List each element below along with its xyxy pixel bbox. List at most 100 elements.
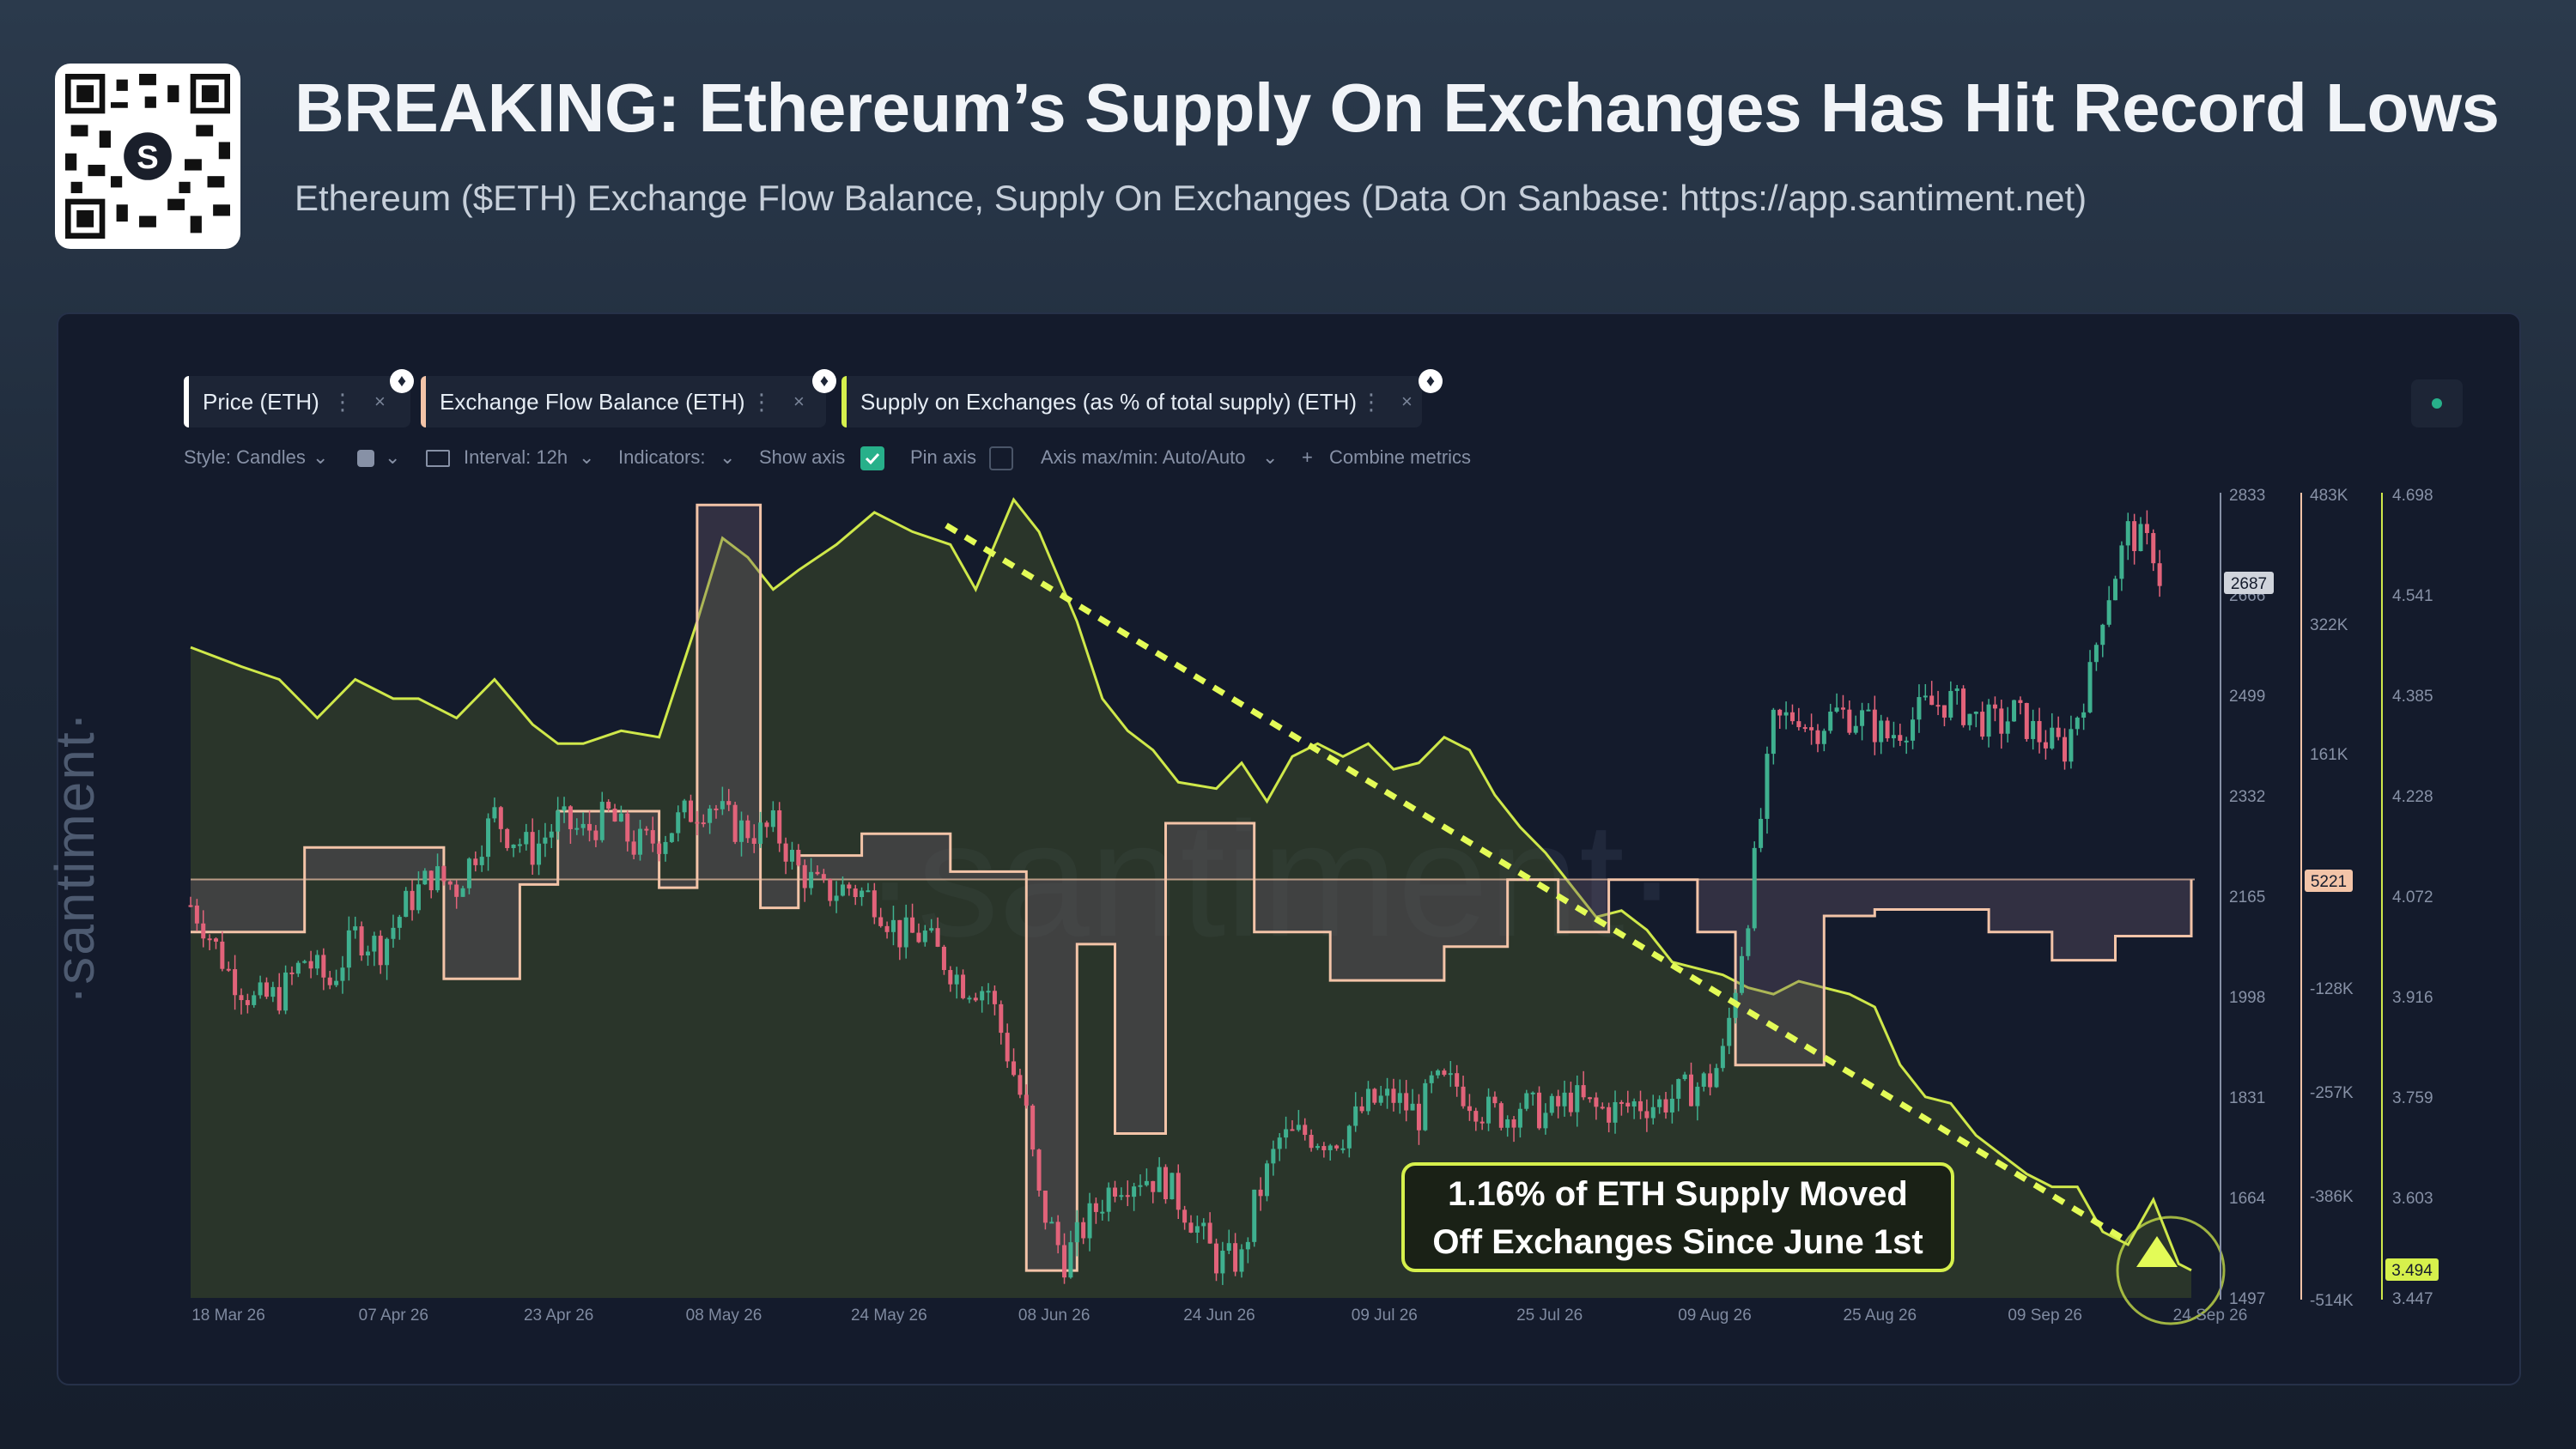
candle-body xyxy=(770,810,775,828)
candle-body xyxy=(2075,718,2080,730)
flow-tick-label: -514K xyxy=(2310,1292,2354,1310)
more-icon[interactable]: ⋮ xyxy=(1360,389,1382,415)
candle-body xyxy=(568,806,573,829)
candle-body xyxy=(1207,1222,1212,1244)
supply-tick-label: 4.072 xyxy=(2392,888,2433,906)
candle-body xyxy=(1669,1098,1674,1113)
candle-body xyxy=(986,991,991,993)
status-dot-icon xyxy=(2432,398,2442,409)
candle-body xyxy=(834,895,839,901)
supply-tick-label: 3.916 xyxy=(2392,989,2433,1007)
status-button[interactable] xyxy=(2411,379,2463,427)
flow-area xyxy=(191,505,2191,1271)
x-tick-label: 09 Jul 26 xyxy=(1352,1307,1418,1325)
candle-body xyxy=(473,858,478,865)
interval-select[interactable]: Interval: 12h xyxy=(464,446,568,468)
tab-label: Exchange Flow Balance (ETH) xyxy=(440,389,745,415)
candle-body xyxy=(587,823,592,831)
close-icon[interactable]: × xyxy=(374,391,386,412)
chevron-down-icon[interactable]: ⌄ xyxy=(579,446,595,468)
more-icon[interactable]: ⋮ xyxy=(750,389,773,415)
combine-metrics-button[interactable]: Combine metrics xyxy=(1329,446,1472,468)
tab-flow-color xyxy=(421,376,426,427)
candle-body xyxy=(1802,727,1807,730)
candle-body xyxy=(1885,720,1890,739)
candle-body xyxy=(1429,1075,1434,1083)
candle-body xyxy=(720,801,725,809)
candle-body xyxy=(1607,1106,1612,1123)
supply-line xyxy=(190,497,2192,1272)
candle-body xyxy=(1657,1099,1662,1107)
candle-body xyxy=(1012,1061,1017,1076)
candle-body xyxy=(1093,1203,1098,1212)
candle-body xyxy=(1954,688,1959,691)
annotation-line2: Off Exchanges Since June 1st xyxy=(1432,1223,1923,1261)
pin-axis-checkbox[interactable] xyxy=(989,446,1013,470)
supply-tick-label: 3.603 xyxy=(2392,1190,2433,1208)
candle-body xyxy=(1695,1086,1700,1106)
candle-body xyxy=(1455,1073,1460,1087)
candle-body xyxy=(397,917,402,928)
candle-body xyxy=(954,974,959,985)
candle-body xyxy=(745,820,750,839)
chevron-down-icon[interactable]: ⌄ xyxy=(1262,446,1279,468)
candle-body xyxy=(644,828,649,831)
candle-body xyxy=(815,871,820,875)
tab-price[interactable]: Price (ETH) ⋮ × xyxy=(184,376,410,427)
qr-code-icon: S xyxy=(65,74,230,239)
style-select[interactable]: Style: Candles xyxy=(184,446,306,468)
axis-maxmin-select[interactable]: Axis max/min: Auto/Auto xyxy=(1041,446,1246,468)
candle-body xyxy=(2037,720,2042,743)
close-icon[interactable]: × xyxy=(1401,391,1413,412)
price-tick-label: 1664 xyxy=(2229,1190,2266,1208)
eth-icon: ♦ xyxy=(390,369,414,393)
candle-body xyxy=(2056,727,2061,737)
close-icon[interactable]: × xyxy=(793,391,805,412)
supply-tick-label: 4.228 xyxy=(2392,788,2433,806)
color-swatch[interactable] xyxy=(357,450,374,467)
chevron-down-icon[interactable]: ⌄ xyxy=(385,446,401,468)
candle-body xyxy=(657,843,662,854)
candle-body xyxy=(1739,955,1744,993)
candle-body xyxy=(1594,1097,1599,1107)
chevron-down-icon[interactable]: ⌄ xyxy=(313,446,329,468)
candle-body xyxy=(486,818,491,858)
tab-supply-on-exchanges[interactable]: Supply on Exchanges (as % of total suppl… xyxy=(841,376,1422,427)
show-axis-checkbox[interactable] xyxy=(860,446,884,470)
candle-body xyxy=(1537,1092,1542,1129)
candle-body xyxy=(1549,1095,1554,1113)
candle-body xyxy=(252,995,257,1005)
price-tick-label: 1831 xyxy=(2229,1089,2265,1107)
candle-body xyxy=(1138,1185,1143,1187)
plus-icon[interactable]: + xyxy=(1302,446,1313,468)
supply-tick-label: 4.541 xyxy=(2392,587,2433,605)
flow-tick-label: -257K xyxy=(2310,1084,2354,1102)
candle-body xyxy=(789,849,794,862)
candle-body xyxy=(1650,1106,1656,1119)
indicators-select[interactable]: Indicators: xyxy=(618,446,706,468)
candle-body xyxy=(1284,1129,1289,1138)
candle-body xyxy=(1182,1210,1188,1223)
candle-body xyxy=(1062,1245,1067,1278)
candle-body xyxy=(1372,1088,1377,1103)
candle-body xyxy=(593,830,598,840)
candle-body xyxy=(1789,712,1795,722)
more-icon[interactable]: ⋮ xyxy=(331,389,354,415)
candle-body xyxy=(1517,1108,1522,1128)
candle-body xyxy=(2012,700,2017,722)
candle-body xyxy=(1334,1145,1340,1149)
trend-line xyxy=(945,523,2129,1244)
candle-body xyxy=(1442,1070,1447,1076)
x-tick-label: 24 Sep 26 xyxy=(2173,1307,2248,1325)
candle-body xyxy=(2050,727,2055,749)
candle-body xyxy=(1809,727,1814,731)
flow-last-value: 5221 xyxy=(2311,873,2347,891)
candle-body xyxy=(910,917,915,933)
tab-exchange-flow[interactable]: Exchange Flow Balance (ETH) ⋮ × xyxy=(421,376,826,427)
candle-body xyxy=(1448,1073,1453,1076)
candle-body xyxy=(422,870,428,885)
candle-body xyxy=(1701,1073,1706,1087)
candle-body xyxy=(1385,1088,1390,1096)
chevron-down-icon[interactable]: ⌄ xyxy=(720,446,736,468)
candle-body xyxy=(201,923,206,939)
